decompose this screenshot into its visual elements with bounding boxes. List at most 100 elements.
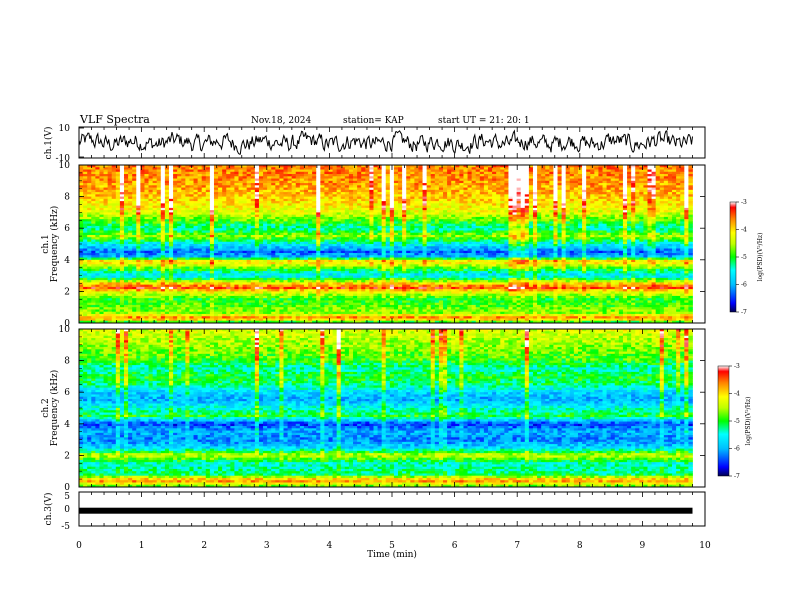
ch1-spec-cell <box>647 169 652 173</box>
ch1-spec-cell <box>222 194 227 197</box>
ch1-spec-cell <box>144 176 149 179</box>
ch1-spec-cell <box>181 207 186 211</box>
ch1-spec-cell <box>291 210 297 213</box>
ch1-spec-cell <box>438 167 444 170</box>
ch1-spec-cell <box>308 196 313 200</box>
ch1-spec-cell <box>197 194 203 197</box>
ch1-spec-cell <box>618 203 624 207</box>
ch1-spec-cell <box>610 210 616 213</box>
ch1-spec-cell <box>238 187 243 191</box>
ch1-spec-cell <box>173 187 178 191</box>
ch1-wave-ylabel: ch.1(V) <box>43 127 54 160</box>
ch1-spec-cell <box>614 203 620 207</box>
ch1-spec-cell <box>659 180 665 184</box>
ch1-spec-cell <box>258 212 264 216</box>
ch1-spec-cell <box>119 207 125 211</box>
ch1-spec-cell <box>500 210 505 213</box>
ch1-spec-cell <box>663 174 669 177</box>
ch1-spec-cell <box>483 174 489 177</box>
ch1-spec-cell <box>443 165 448 168</box>
ch1-spec-cell <box>316 176 321 179</box>
ch1-spec-cell <box>471 171 477 175</box>
ch1-spec-cell <box>353 180 358 184</box>
ch1-spec-cell <box>316 174 321 177</box>
ch1-spec-cell <box>258 167 264 170</box>
ch1-spec-cell <box>500 165 505 168</box>
ch1-spec-cell <box>663 194 669 197</box>
ch1-spec-cell <box>594 212 599 216</box>
ch1-spec-cell <box>160 189 166 193</box>
ch1-spec-cell <box>119 214 125 218</box>
ch1-spec-cell <box>123 183 129 186</box>
ch1-spec-cell <box>586 169 591 173</box>
ch1-spec-cell <box>332 207 338 211</box>
ch1-spec-cell <box>520 192 526 195</box>
ch1-spec-cell <box>177 194 182 197</box>
ch1-spec-cell <box>622 192 628 195</box>
ch1-spec-cell <box>246 189 252 193</box>
ch1-spec-cell <box>467 187 473 191</box>
ch1-spec-cell <box>643 176 648 179</box>
ch1-spec-cell <box>590 198 595 202</box>
ch1-spec-cell <box>455 165 460 168</box>
ch1-spec-cell <box>263 201 268 204</box>
ch1-spec-cell <box>160 214 166 218</box>
ch1-spec-cell <box>385 178 391 182</box>
ch1-spec-cell <box>103 185 109 188</box>
ch1-spec-cell <box>549 185 554 188</box>
ch1-spec-cell <box>336 165 342 168</box>
ch1-spec-cell <box>487 167 493 170</box>
ch1-spec-cell <box>573 178 579 182</box>
ch1-spec-cell <box>508 205 513 209</box>
ch1-spec-cell <box>123 207 129 211</box>
ch1-spec-cell <box>357 176 362 179</box>
ch1-spec-cell <box>639 210 644 213</box>
ch1-spec-cell <box>659 207 665 211</box>
ch1-spec-cell <box>565 201 571 204</box>
ch1-spec-cell <box>569 174 575 177</box>
ch1-spec-cell <box>614 178 620 182</box>
ch1-spec-cell <box>398 203 403 207</box>
ch1-spec-cell <box>467 176 473 179</box>
ch1-spec-cell <box>398 169 403 173</box>
ch1-spec-cell <box>410 201 415 204</box>
ch1-spec-cell <box>115 196 121 200</box>
ch1-spec-cell <box>398 165 403 168</box>
ch1-spec-cell <box>667 205 673 209</box>
ch1-spec-cell <box>115 194 121 197</box>
ch1-spec-cell <box>361 203 366 207</box>
ch1-spec-cell <box>271 169 276 173</box>
ch1-spec-cell <box>381 167 387 170</box>
ch1-spec-cell <box>291 207 297 211</box>
ch1-spec-cell <box>111 185 117 188</box>
ch1-spec-cell <box>299 183 305 186</box>
ch1-spec-cell <box>500 183 505 186</box>
ch1-spec-cell <box>479 167 485 170</box>
ch1-spec-cell <box>197 171 203 175</box>
ch1-spec-cell <box>87 194 92 197</box>
ch1-spec-cell <box>332 185 338 188</box>
ch1-spec-cell <box>479 194 485 197</box>
ch1-spec-cell <box>271 214 276 218</box>
ch1-spec-cell <box>594 189 599 193</box>
ch1-spec-cell <box>512 165 518 168</box>
ch1-spec-cell <box>148 165 154 168</box>
ch1-spec-cell <box>128 169 133 173</box>
ch1-spec-cell <box>573 176 579 179</box>
ch1-spec-cell <box>569 192 575 195</box>
ch1-spec-cell <box>447 176 452 179</box>
ch1-spec-cell <box>373 165 378 168</box>
ch1-spec-cell <box>651 187 657 191</box>
ch1-spec-cell <box>348 192 354 195</box>
ch1-spec-cell <box>553 205 558 209</box>
ch1-spec-cell <box>119 189 125 193</box>
ch1-spec-cell <box>479 183 485 186</box>
ch1-spec-cell <box>263 196 268 200</box>
ch1-spec-cell <box>451 192 456 195</box>
ch1-spec-cell <box>250 214 256 218</box>
ch1-spec-cell <box>234 187 239 191</box>
ch1-spec-cell <box>271 171 276 175</box>
ch1-spec-cell <box>111 201 117 204</box>
ch1-spec-cell <box>140 201 145 204</box>
ch1-spec-cell <box>667 167 673 170</box>
